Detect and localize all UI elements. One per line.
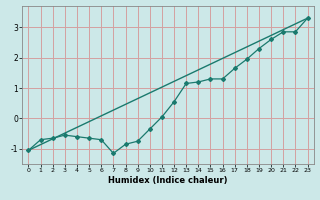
X-axis label: Humidex (Indice chaleur): Humidex (Indice chaleur)	[108, 176, 228, 185]
